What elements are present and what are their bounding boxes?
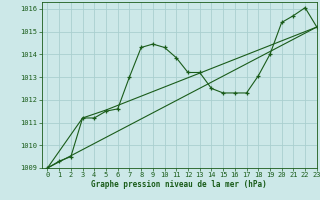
X-axis label: Graphe pression niveau de la mer (hPa): Graphe pression niveau de la mer (hPa)	[91, 180, 267, 189]
